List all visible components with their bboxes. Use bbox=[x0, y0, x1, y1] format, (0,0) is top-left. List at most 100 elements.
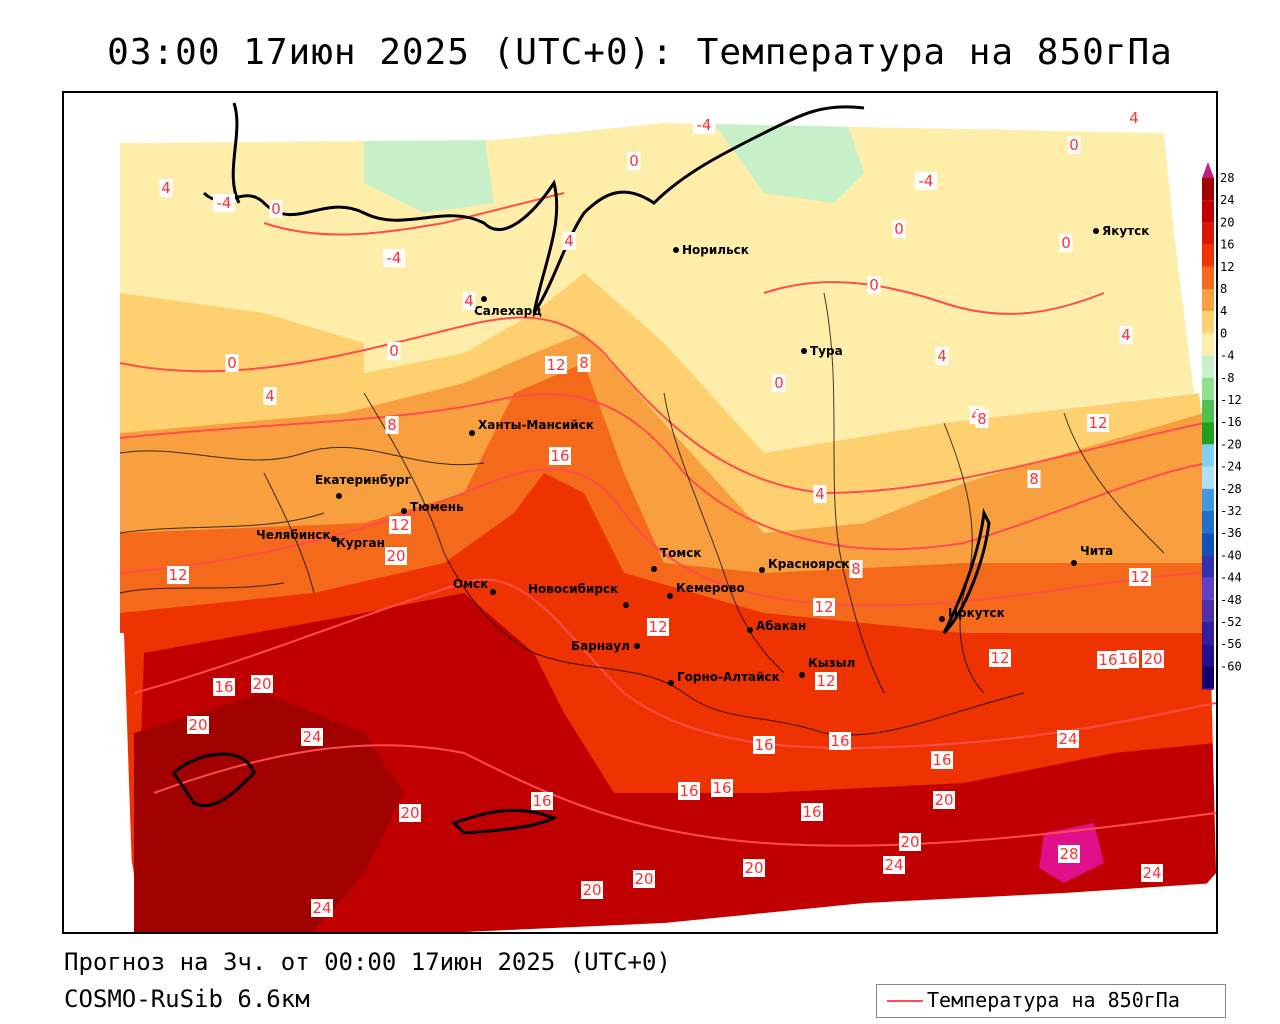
contour-label: 16 bbox=[754, 736, 773, 754]
city-label: Екатеринбург bbox=[315, 473, 411, 487]
admin-boundary bbox=[663, 392, 785, 674]
city-marker bbox=[469, 430, 475, 436]
isotherm-line bbox=[119, 393, 1210, 551]
contour-label-bg bbox=[167, 566, 189, 584]
contour-label-bg bbox=[813, 485, 827, 503]
colorbar-top-arrow bbox=[1202, 162, 1214, 178]
colorbar-tick-label: -48 bbox=[1220, 593, 1242, 607]
city-label: Абакан bbox=[756, 619, 806, 633]
contour-label-bg bbox=[581, 881, 603, 899]
city-label: Кемерово bbox=[676, 581, 745, 595]
contour-label: 4 bbox=[937, 347, 947, 365]
contour-label-bg bbox=[1087, 414, 1109, 432]
colorbar-swatch bbox=[1202, 644, 1214, 667]
contour-label-bg bbox=[387, 342, 401, 360]
contour-label-bg bbox=[867, 276, 881, 294]
legend: Температура на 850гПа bbox=[876, 984, 1226, 1018]
contour-label: 12 bbox=[1130, 568, 1149, 586]
colorbar-swatch bbox=[1202, 466, 1214, 489]
admin-boundary bbox=[1063, 412, 1165, 554]
contour-label-bg bbox=[263, 387, 277, 405]
city-label: Томск bbox=[660, 546, 702, 560]
domain-fill-green-patch-2 bbox=[714, 113, 864, 203]
city-marker bbox=[623, 602, 629, 608]
legend-label: Температура на 850гПа bbox=[927, 988, 1180, 1012]
colorbar-swatch bbox=[1202, 333, 1214, 356]
contour-label-bg bbox=[975, 410, 989, 428]
city-label: Якутск bbox=[1102, 224, 1149, 238]
city-label: Чита bbox=[1080, 544, 1113, 558]
contour-label: 12 bbox=[546, 356, 565, 374]
colorbar-swatch bbox=[1202, 244, 1214, 267]
colorbar-tick-label: -4 bbox=[1220, 349, 1234, 363]
contour-label: 4 bbox=[161, 179, 171, 197]
contour-label: 20 bbox=[934, 791, 953, 809]
contour-label-bg bbox=[213, 678, 235, 696]
city-marker bbox=[939, 616, 945, 622]
coastline bbox=[172, 752, 256, 808]
admin-boundary bbox=[943, 422, 985, 694]
city-label: Тюмень bbox=[410, 500, 464, 514]
isotherm-line bbox=[119, 468, 1215, 607]
contour-label-bg bbox=[711, 779, 733, 797]
colorbar-tick-label: -56 bbox=[1220, 637, 1242, 651]
contour-label: 4 bbox=[564, 232, 574, 250]
contour-label: 16 bbox=[1118, 650, 1137, 668]
contour-label: 16 bbox=[550, 447, 569, 465]
colorbar-swatch bbox=[1202, 222, 1214, 245]
isotherm-line bbox=[763, 281, 1105, 315]
city-marker bbox=[801, 348, 807, 354]
contour-label: 12 bbox=[816, 672, 835, 690]
contour-label-bg bbox=[159, 179, 173, 197]
contour-label-bg bbox=[531, 792, 553, 810]
city-label: Горно-Алтайск bbox=[677, 670, 780, 684]
admin-boundary bbox=[823, 292, 885, 694]
city-marker bbox=[481, 296, 487, 302]
colorbar-swatch bbox=[1202, 533, 1214, 556]
contour-label-bg bbox=[883, 856, 905, 874]
outside-domain-sw bbox=[64, 633, 134, 932]
colorbar-tick-label: 8 bbox=[1220, 282, 1227, 296]
domain-fill-green-patch bbox=[364, 135, 494, 213]
city-label: Барнаул bbox=[571, 639, 630, 653]
contour-label-bg bbox=[1027, 470, 1041, 488]
contour-label: 20 bbox=[386, 547, 405, 565]
admin-boundary bbox=[119, 446, 485, 466]
contour-label-bg bbox=[627, 152, 641, 170]
contour-label: 4 bbox=[1129, 109, 1139, 127]
contour-label: 4 bbox=[464, 292, 474, 310]
contour-label: 24 bbox=[312, 899, 331, 917]
city-marker bbox=[401, 508, 407, 514]
colorbar-swatch bbox=[1202, 289, 1214, 312]
contour-label: 16 bbox=[802, 803, 821, 821]
colorbar-swatch bbox=[1202, 200, 1214, 223]
page-title: 03:00 17июн 2025 (UTC+0): Температура на… bbox=[107, 32, 1173, 73]
contour-label: 12 bbox=[390, 516, 409, 534]
contour-label: 0 bbox=[271, 200, 281, 218]
colorbar-swatch bbox=[1202, 444, 1214, 467]
colorbar-tick-label: 20 bbox=[1220, 215, 1234, 229]
city-marker bbox=[1093, 228, 1099, 234]
colorbar-tick-label: 0 bbox=[1220, 326, 1227, 340]
colorbar-swatch bbox=[1202, 178, 1214, 201]
city-marker bbox=[651, 566, 657, 572]
colorbar-tick-label: 4 bbox=[1220, 304, 1227, 318]
colorbar-tick-label: -16 bbox=[1220, 415, 1242, 429]
contour-label: 0 bbox=[227, 354, 237, 372]
contour-label-bg bbox=[1067, 136, 1081, 154]
colorbar-swatch bbox=[1202, 577, 1214, 600]
contour-label-bg bbox=[269, 200, 283, 218]
domain-fill-deep-red bbox=[134, 593, 1216, 932]
city-marker bbox=[1071, 560, 1077, 566]
contour-label-bg bbox=[383, 249, 405, 267]
contour-label: 0 bbox=[629, 152, 639, 170]
colorbar-tick-label: 24 bbox=[1220, 193, 1234, 207]
colorbar-swatch bbox=[1202, 488, 1214, 511]
contour-label: 24 bbox=[302, 728, 321, 746]
contour-label-bg bbox=[892, 220, 906, 238]
contour-label-bg bbox=[931, 751, 953, 769]
contour-label: 24 bbox=[1142, 864, 1161, 882]
coastline bbox=[942, 507, 991, 635]
colorbar-swatch bbox=[1202, 511, 1214, 534]
contour-label-bg bbox=[577, 354, 591, 372]
